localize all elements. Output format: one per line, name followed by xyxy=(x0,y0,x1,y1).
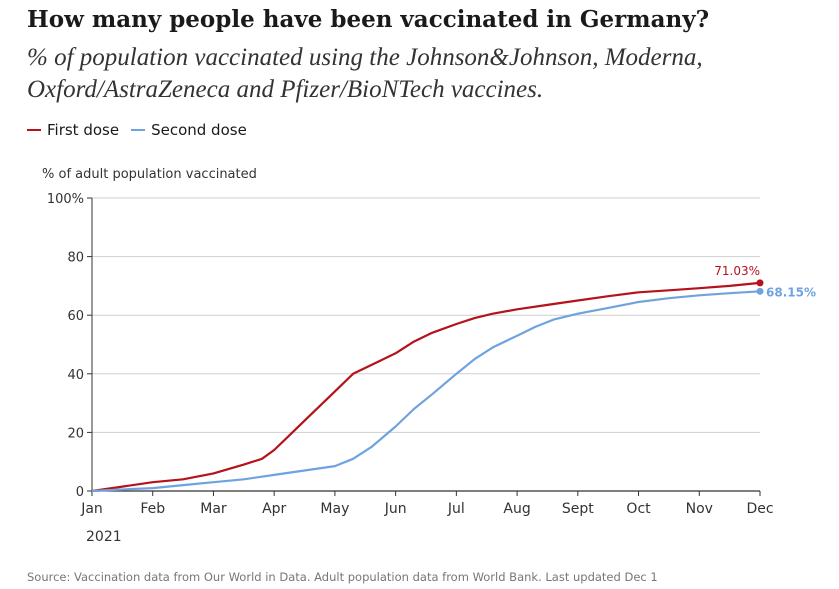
x-tick-label: May xyxy=(320,501,349,517)
series-line-second-dose xyxy=(91,290,761,493)
legend-item-first-dose: First dose xyxy=(27,121,119,139)
y-tick-label: 40 xyxy=(67,368,84,383)
legend: First dose Second dose xyxy=(27,121,259,139)
y-tick-label: 60 xyxy=(67,309,84,324)
legend-swatch-second-dose xyxy=(131,129,146,131)
x-tick-label: Jan xyxy=(80,501,103,517)
x-tick-label: Jul xyxy=(447,501,465,517)
y-tick-label: 80 xyxy=(67,251,84,266)
source-note: Source: Vaccination data from Our World … xyxy=(27,570,658,584)
legend-label-second-dose: Second dose xyxy=(151,121,247,139)
x-tick-label: Aug xyxy=(503,501,530,517)
series-lines: 71.03% 68.15% xyxy=(91,264,816,493)
x-tick-label: Oct xyxy=(626,501,651,517)
x-axis-year-label: 2021 xyxy=(86,529,122,545)
y-tick-label: 20 xyxy=(67,426,84,441)
legend-item-second-dose: Second dose xyxy=(131,121,247,139)
x-tick-label: Feb xyxy=(140,501,165,517)
gridlines xyxy=(92,197,760,492)
legend-swatch-first-dose xyxy=(27,129,41,131)
x-tick-label: Apr xyxy=(262,501,286,517)
x-tick-label: Mar xyxy=(200,501,227,517)
x-tick-label: Jun xyxy=(384,501,407,517)
y-tick-label: 100% xyxy=(47,192,84,207)
chart-title: How many people have been vaccinated in … xyxy=(27,6,710,33)
chart-subtitle: % of population vaccinated using the Joh… xyxy=(27,44,703,103)
x-tick-label: Sept xyxy=(562,501,594,517)
x-tick-label: Nov xyxy=(686,501,713,517)
chart-plot: % of adult population vaccinated 0 20 40 60… xyxy=(42,167,816,545)
legend-label-first-dose: First dose xyxy=(47,121,120,139)
series-line-first-dose xyxy=(91,281,761,493)
series-end-point-second-dose xyxy=(756,287,764,295)
series-end-label-first-dose: 71.03% xyxy=(714,264,760,278)
series-end-point-first-dose xyxy=(756,279,764,287)
series-end-label-second-dose: 68.15% xyxy=(766,285,816,299)
y-tick-label: 0 xyxy=(76,485,84,500)
y-axis-label: % of adult population vaccinated xyxy=(42,167,257,182)
y-axis-ticks: 0 20 40 60 80 100% xyxy=(47,192,93,500)
x-axis-ticks: Jan Feb Mar Apr May Jun Jul Aug Sept Oct Nov Dec xyxy=(80,490,774,517)
x-tick-label: Dec xyxy=(746,501,773,517)
